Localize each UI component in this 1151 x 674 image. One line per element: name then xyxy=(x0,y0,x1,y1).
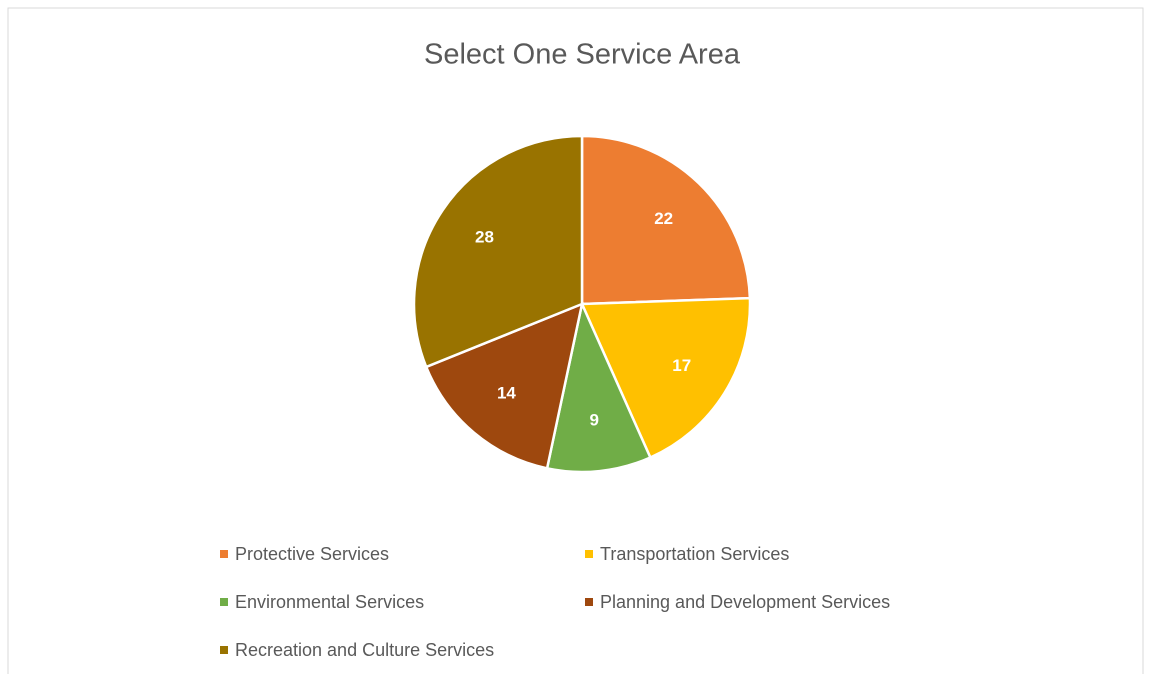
legend-swatch xyxy=(220,646,228,654)
chart-title: Select One Service Area xyxy=(424,39,741,71)
data-label: 22 xyxy=(654,209,673,228)
pie-slice xyxy=(580,134,752,306)
legend-text: Transportation Services xyxy=(600,544,789,564)
chart-border xyxy=(7,7,1144,674)
pie-slice xyxy=(545,299,652,474)
data-label: 9 xyxy=(590,410,599,429)
legend-text: Protective Services xyxy=(235,544,389,564)
data-label: 14 xyxy=(497,384,516,403)
legend-text: Recreation and Culture Services xyxy=(235,640,494,660)
legend-swatch xyxy=(585,598,593,606)
legend-text: Planning and Development Services xyxy=(600,592,890,612)
legend-swatch xyxy=(220,598,228,606)
pie-slice xyxy=(424,301,584,470)
pie-slice xyxy=(412,134,584,369)
legend-swatch xyxy=(585,550,593,558)
data-label: 17 xyxy=(672,356,691,375)
pie-slice xyxy=(580,296,752,460)
legend-swatch xyxy=(220,550,228,558)
data-label: 28 xyxy=(475,228,494,247)
legend-text: Environmental Services xyxy=(235,592,424,612)
